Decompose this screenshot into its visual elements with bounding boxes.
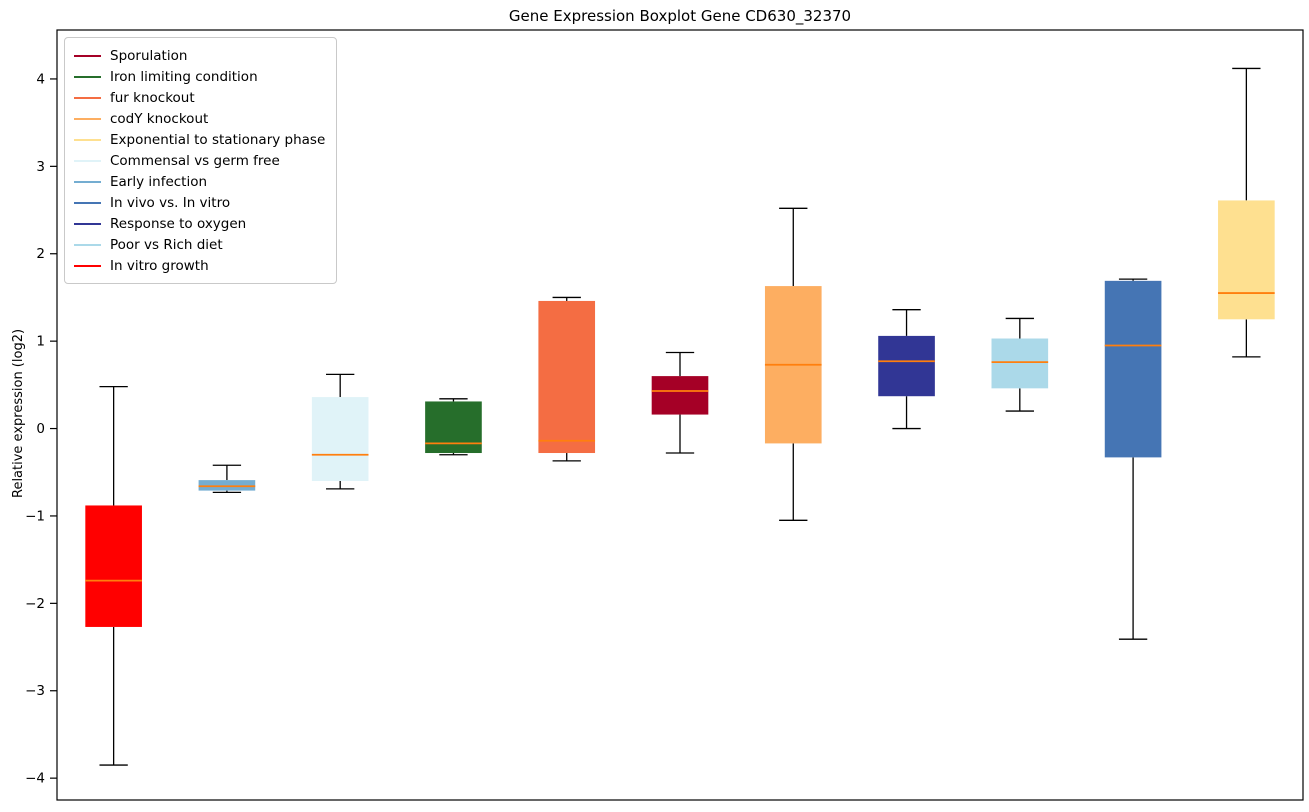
legend-swatch-line xyxy=(74,180,101,183)
legend-item: Response to oxygen xyxy=(74,213,325,234)
legend-swatch-line xyxy=(74,138,101,141)
legend-item: Early infection xyxy=(74,171,325,192)
y-axis-label: Relative expression (log2) xyxy=(11,328,26,498)
legend-label: In vivo vs. In vitro xyxy=(110,194,231,211)
legend-swatch-line xyxy=(74,96,101,99)
y-tick-label: 1 xyxy=(36,334,45,350)
legend-label: Iron limiting condition xyxy=(110,68,258,85)
boxplot-box xyxy=(425,401,482,454)
y-tick-label: 4 xyxy=(36,71,45,87)
legend-swatch-line xyxy=(74,264,101,267)
y-tick-label: −2 xyxy=(25,596,45,612)
legend-swatch-line xyxy=(74,201,101,204)
legend-box: Sporulation Iron limiting condition fur kn… xyxy=(64,37,338,284)
legend-swatch-line xyxy=(74,243,101,246)
chart-title: Gene Expression Boxplot Gene CD630_32370 xyxy=(508,7,852,25)
legend-swatch-line xyxy=(74,222,101,225)
legend-label: fur knockout xyxy=(110,89,195,106)
legend-swatch-line xyxy=(74,75,101,78)
legend-label: Early infection xyxy=(110,173,208,190)
boxplot-box xyxy=(878,335,935,397)
legend-swatch-line xyxy=(74,159,101,162)
legend-item: Poor vs Rich diet xyxy=(74,234,325,255)
legend-label: Response to oxygen xyxy=(110,215,247,232)
legend-label: codY knockout xyxy=(110,110,209,127)
legend-label: Poor vs Rich diet xyxy=(110,236,223,253)
boxplot-box xyxy=(538,300,596,454)
legend-label: Exponential to stationary phase xyxy=(110,131,326,148)
y-tick-label: 3 xyxy=(36,159,45,175)
y-tick-label: −1 xyxy=(25,508,45,524)
legend-swatch-line xyxy=(74,117,101,120)
legend-item: In vivo vs. In vitro xyxy=(74,192,325,213)
legend-item: Iron limiting condition xyxy=(74,66,325,87)
boxplot-box xyxy=(85,505,142,627)
y-tick-label: 2 xyxy=(36,246,45,262)
boxplot-box xyxy=(1104,280,1162,458)
boxplot-box xyxy=(1218,200,1275,320)
legend-item: codY knockout xyxy=(74,108,325,129)
legend-item: Sporulation xyxy=(74,45,325,66)
axes-frame xyxy=(56,29,1304,801)
legend-item: Exponential to stationary phase xyxy=(74,129,325,150)
legend-label: In vitro growth xyxy=(110,257,209,274)
legend-label: Sporulation xyxy=(110,47,188,64)
y-tick-label: −4 xyxy=(25,771,45,787)
boxplot-box xyxy=(651,376,709,415)
y-tick-label: 0 xyxy=(36,421,45,437)
boxplot-box xyxy=(991,338,1049,389)
legend-swatch-line xyxy=(74,54,101,57)
legend-label: Commensal vs germ free xyxy=(110,152,280,169)
y-tick-label: −3 xyxy=(25,683,45,699)
boxplot-box xyxy=(311,397,369,481)
legend-item: Commensal vs germ free xyxy=(74,150,325,171)
legend-item: In vitro growth xyxy=(74,255,325,276)
legend-item: fur knockout xyxy=(74,87,325,108)
